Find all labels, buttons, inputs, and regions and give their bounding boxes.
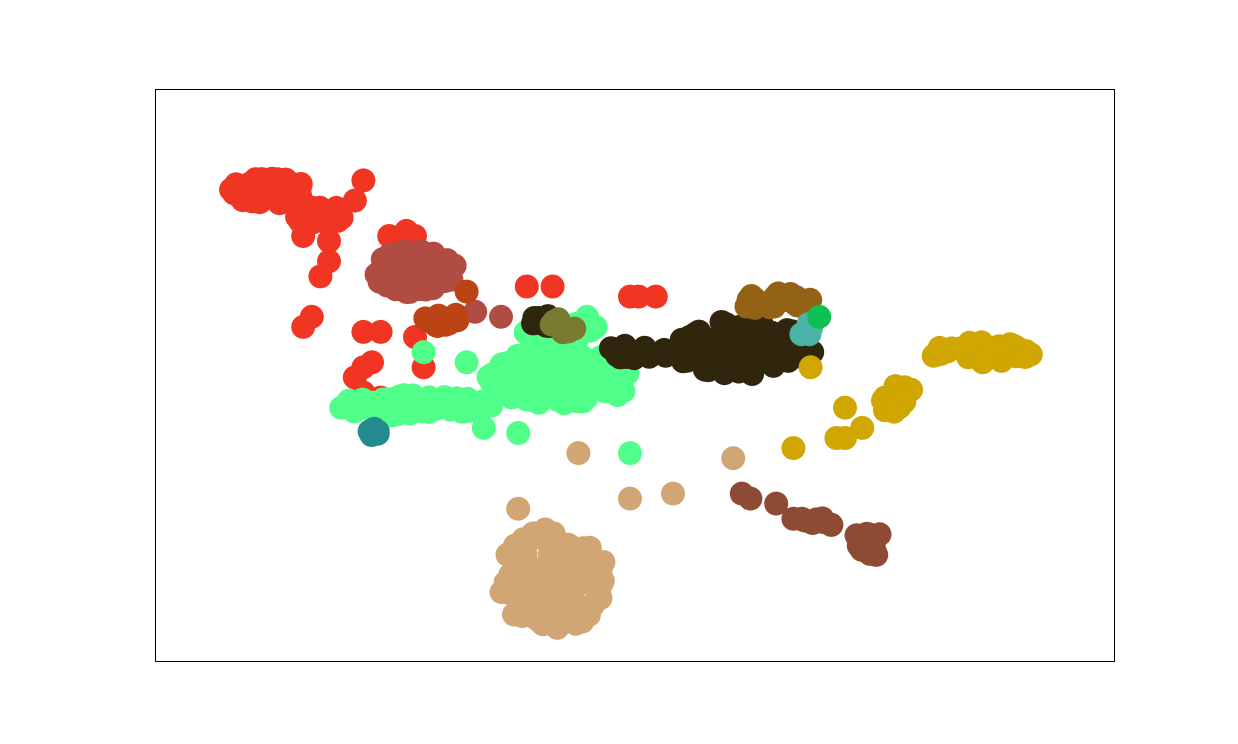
scatter-point-s3-201	[386, 385, 411, 409]
scatter-point-s3-121	[505, 358, 530, 383]
scatter-point-s3-239	[618, 441, 642, 466]
scatter-point-s12-28	[764, 491, 789, 516]
scatter-point-s10-60	[970, 350, 995, 375]
scatter-point-s0-94	[643, 284, 668, 309]
scatter-point-s3-129	[601, 380, 626, 405]
scatter-point-s12-24	[811, 510, 836, 534]
scatter-point-s10-55	[833, 395, 857, 420]
scatter-point-s0-103	[342, 365, 367, 390]
scatter-point-s3-209	[446, 392, 471, 417]
scatter-point-s3-125	[519, 388, 544, 412]
scatter-point-s12-30	[790, 506, 814, 531]
scatter-point-s11-134	[506, 496, 531, 521]
scatter-point-s1-54	[424, 254, 449, 279]
scatter-point-s1-67	[404, 250, 429, 274]
scatter-point-s0-90	[514, 274, 539, 299]
scatter-point-s11-131	[618, 486, 642, 511]
scatter-point-s10-53	[882, 399, 907, 424]
scatter-point-s0-80	[317, 229, 341, 253]
scatter-point-s0-81	[325, 208, 350, 233]
scatter-point-s11-133	[721, 446, 746, 471]
scatter-point-s3-118	[540, 378, 565, 403]
scatter-point-s8-7	[550, 320, 575, 345]
scatter-point-s3-204	[346, 395, 371, 420]
scatter-point-s11-116	[572, 570, 597, 594]
scatter-point-s0-86	[308, 264, 333, 289]
scatter-point-s11-132	[661, 481, 685, 506]
scatter-point-s11-117	[526, 564, 551, 589]
scatter-point-s4-77	[750, 314, 775, 339]
scatter-point-s11-121	[590, 568, 615, 593]
scatter-point-s3-238	[411, 340, 436, 365]
scatter-point-s1-65	[442, 253, 467, 278]
scatter-point-s5-24	[762, 294, 787, 319]
scatter-point-s11-127	[508, 580, 533, 605]
scatter-point-s0-83	[351, 168, 376, 193]
scatter-point-s4-79	[692, 348, 717, 373]
scatter-point-s11-112	[537, 542, 562, 566]
scatter-point-s4-60	[712, 361, 737, 386]
scatter-point-s10-59	[781, 436, 806, 461]
scatter-point-s3-116	[563, 349, 588, 374]
scatter-point-s4-39	[769, 321, 794, 346]
scatter-point-s3-124	[537, 357, 562, 381]
scatter-point-s12-17	[867, 522, 892, 547]
scatter-point-s1-68	[383, 277, 408, 302]
scatter-point-s10-34	[1014, 343, 1039, 367]
scatter-point-s3-237	[454, 350, 479, 375]
scatter-point-s3-236	[506, 421, 531, 445]
scatter-point-s0-104	[351, 319, 376, 344]
points-layer	[219, 166, 1043, 640]
scatter-point-s10-54	[798, 355, 823, 380]
scatter-point-s10-58	[833, 426, 857, 450]
scatter-point-s9-4	[359, 423, 384, 447]
scatter-point-s11-128	[528, 521, 553, 546]
scatter-point-s3-208	[470, 389, 495, 414]
scatter-point-s11-120	[565, 609, 590, 634]
scatter-point-s2-13	[425, 309, 450, 334]
scatter-point-s0-58	[247, 190, 272, 215]
scatter-point-s0-101	[360, 350, 384, 375]
scatter-point-s2-12	[443, 308, 468, 332]
scatter-point-s3-235	[471, 415, 496, 440]
scatter-point-s0-55	[260, 166, 285, 191]
scatter-point-s4-97	[617, 339, 642, 364]
scatter-point-s5-23	[734, 294, 759, 319]
scatter-point-s0-59	[267, 191, 292, 216]
plot-frame	[155, 89, 1115, 662]
scatter-point-s0-108	[299, 304, 324, 329]
scatter-point-s0-82	[342, 188, 367, 213]
scatter-point-s1-66	[413, 277, 438, 302]
scatter-point-s0-91	[540, 274, 565, 299]
scatter-point-s4-90	[653, 343, 678, 368]
scatter-point-s3-128	[476, 365, 501, 389]
scatter-point-s11-130	[566, 441, 591, 466]
scatter-point-s10-37	[928, 342, 953, 367]
scatter-point-s11-115	[571, 544, 596, 569]
scatter-point-s7-0	[807, 304, 832, 329]
scatter-point-s0-93	[626, 284, 651, 309]
scatter-point-s1-69	[379, 251, 404, 276]
scatter-point-s1-71	[489, 304, 513, 329]
scatter-point-s10-38	[957, 330, 982, 355]
scatter-point-s0-84	[291, 224, 316, 248]
scatter-point-s12-27	[738, 486, 763, 511]
scatter-point-s11-129	[503, 533, 527, 558]
scatter-point-s0-105	[368, 319, 393, 344]
scatter-point-s2-14	[454, 279, 479, 304]
scatter-point-s11-122	[526, 607, 551, 632]
